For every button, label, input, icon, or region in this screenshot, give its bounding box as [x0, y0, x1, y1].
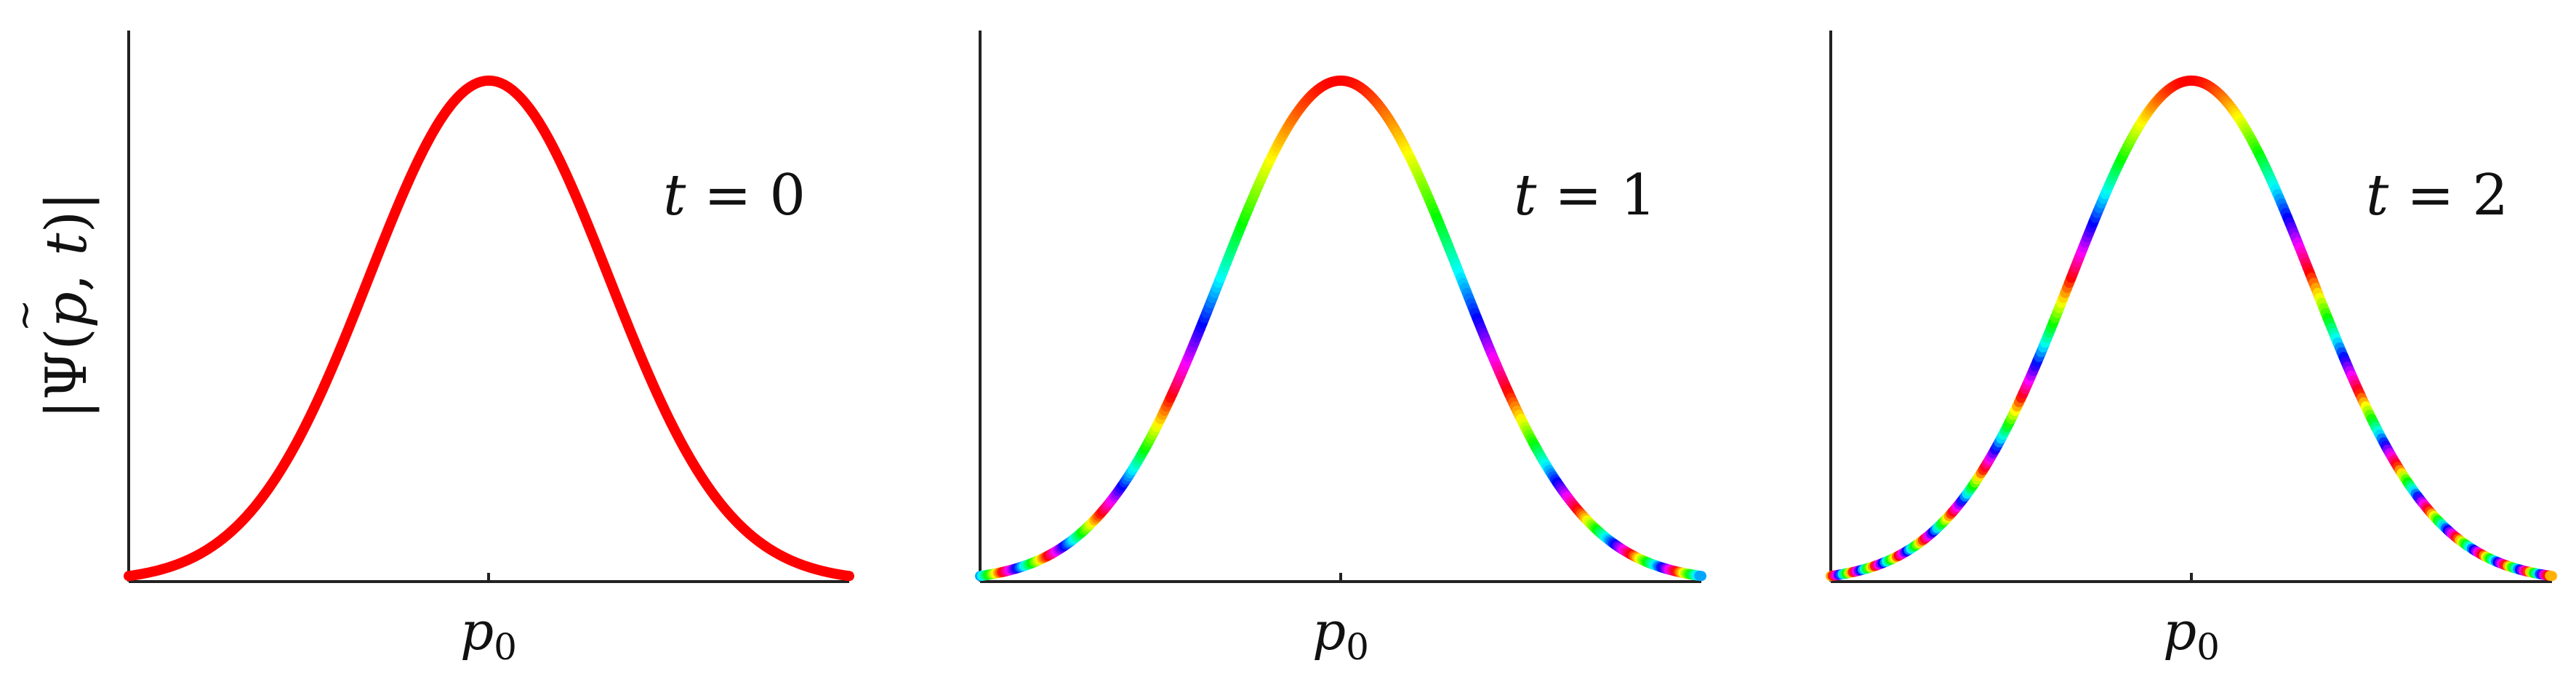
y-label-psi: Ψ: [34, 350, 100, 400]
panel-3-curve: [1826, 75, 2557, 582]
panel-3-x-tick-label: p0: [2163, 600, 2220, 668]
panel-2-annotation: t = 1: [1514, 163, 1656, 228]
curve-line: [124, 75, 854, 582]
panel-2-x-tick-label: p0: [1312, 600, 1369, 668]
svg-text:|Ψ(p, t)|: |Ψ(p, t)|: [34, 192, 100, 419]
panel-1-curve: [124, 75, 854, 582]
panel-3-annotation: t = 2: [2366, 163, 2508, 228]
panel-3: t = 2 p0: [1826, 31, 2557, 668]
panel-1: t = 0 p0: [124, 31, 854, 668]
svg-text:~: ~: [1, 299, 47, 332]
y-axis-label: |Ψ(p, t)| ~: [1, 192, 100, 419]
panel-2: t = 1 p0: [975, 31, 1706, 668]
panel-1-x-tick-label: p0: [460, 600, 517, 668]
panel-1-annotation: t = 0: [663, 163, 806, 228]
panel-2-curve: [975, 75, 1706, 582]
